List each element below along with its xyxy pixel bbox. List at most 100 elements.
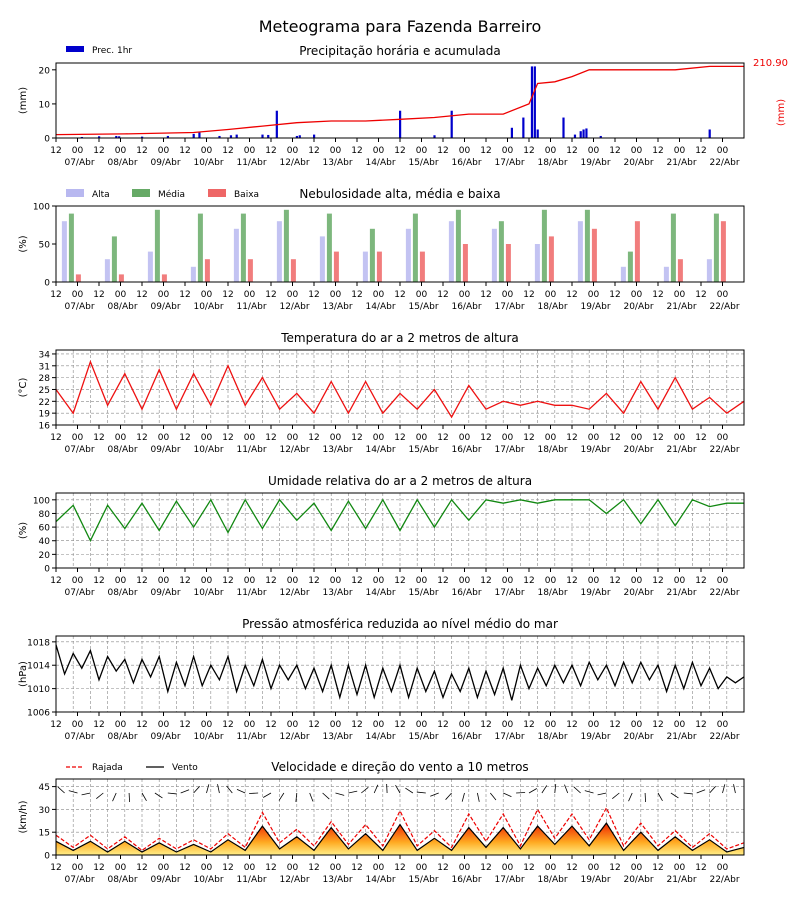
x-tick-label-hour: 00 (201, 720, 213, 730)
x-tick-label-hour: 12 (50, 433, 61, 443)
x-tick-label-hour: 00 (72, 290, 84, 300)
x-tick-label-hour: 12 (308, 863, 319, 873)
x-tick-label-hour: 12 (136, 576, 147, 586)
y-tick-label: 15 (39, 829, 50, 839)
x-tick-label-hour: 12 (394, 433, 405, 443)
x-tick-label-date: 19/Abr (580, 875, 610, 885)
x-tick-label-date: 13/Abr (322, 732, 352, 742)
panel-6: Velocidade e direção do vento a 10 metro… (18, 760, 744, 885)
x-tick-label-date: 16/Abr (451, 588, 481, 598)
y-tick-label: 1014 (27, 662, 50, 672)
x-tick-label-hour: 00 (115, 433, 127, 443)
x-tick-label-hour: 12 (308, 290, 319, 300)
x-tick-label-date: 20/Abr (623, 732, 653, 742)
wind-direction-arrow (723, 784, 725, 793)
cloud-bar (119, 274, 124, 282)
wind-direction-arrow (142, 793, 147, 801)
wind-direction-arrow (155, 793, 163, 798)
x-tick-label-hour: 00 (287, 863, 299, 873)
x-tick-label-hour: 00 (717, 720, 729, 730)
wind-direction-arrow (361, 787, 368, 793)
x-tick-label-date: 21/Abr (666, 302, 696, 312)
x-tick-label-hour: 00 (373, 720, 385, 730)
x-tick-label-date: 16/Abr (451, 302, 481, 312)
cloud-bar (535, 244, 540, 282)
wind-direction-arrow (446, 793, 452, 800)
x-tick-label-hour: 12 (394, 863, 405, 873)
y-tick-label: 20 (39, 551, 51, 561)
x-tick-label-hour: 12 (351, 720, 362, 730)
cloud-bar (277, 221, 282, 282)
cloud-bar (456, 210, 461, 282)
wind-direction-arrow (194, 786, 200, 793)
x-tick-label-hour: 00 (545, 720, 557, 730)
cloud-bar (678, 259, 683, 282)
x-tick-label-hour: 12 (222, 146, 233, 156)
x-tick-label-hour: 12 (351, 290, 362, 300)
x-tick-label-date: 09/Abr (150, 445, 180, 455)
x-tick-label-hour: 12 (222, 720, 233, 730)
x-tick-label-hour: 12 (566, 146, 577, 156)
cloud-bar (234, 229, 239, 282)
y-tick-label: 31 (39, 362, 50, 372)
precip-bar (451, 111, 453, 138)
x-tick-label-hour: 12 (50, 146, 61, 156)
x-tick-label-hour: 12 (179, 863, 190, 873)
x-tick-label-hour: 00 (72, 576, 84, 586)
y-tick-label: 100 (33, 496, 50, 506)
x-tick-label-hour: 00 (416, 863, 428, 873)
x-tick-label-date: 17/Abr (494, 445, 524, 455)
x-tick-label-date: 18/Abr (537, 302, 567, 312)
x-tick-label-hour: 00 (416, 290, 428, 300)
legend-label: Baixa (234, 190, 259, 200)
x-tick-label-hour: 00 (287, 146, 299, 156)
wind-direction-arrow (263, 793, 271, 798)
x-tick-label-hour: 00 (545, 576, 557, 586)
x-tick-label-hour: 12 (609, 290, 620, 300)
x-tick-label-hour: 00 (158, 433, 170, 443)
x-tick-label-hour: 12 (652, 863, 663, 873)
legend-label: Média (158, 189, 185, 200)
wind-direction-arrow (310, 793, 313, 801)
legend-label-wind: Vento (172, 763, 198, 773)
cloud-bar (721, 221, 726, 282)
x-tick-label-hour: 00 (674, 720, 686, 730)
precip-bar (531, 66, 533, 138)
precip-bar (580, 131, 582, 138)
x-tick-label-hour: 12 (179, 146, 190, 156)
cloud-bar (320, 236, 325, 282)
x-tick-label-hour: 12 (265, 720, 276, 730)
x-tick-label-hour: 12 (394, 290, 405, 300)
y2-axis-label: (mm) (776, 99, 787, 126)
legend-label: Alta (92, 190, 110, 200)
x-tick-label-date: 20/Abr (623, 588, 653, 598)
x-tick-label-hour: 12 (652, 720, 663, 730)
x-tick-label-date: 22/Abr (709, 302, 739, 312)
precip-bar (399, 111, 401, 138)
x-tick-label-hour: 00 (72, 720, 84, 730)
x-tick-label-hour: 00 (201, 290, 213, 300)
x-tick-label-date: 13/Abr (322, 158, 352, 168)
x-tick-label-hour: 12 (523, 720, 534, 730)
x-tick-label-hour: 00 (287, 433, 299, 443)
x-tick-label-hour: 00 (674, 863, 686, 873)
cloud-bar (592, 229, 597, 282)
x-tick-label-date: 14/Abr (365, 875, 395, 885)
x-tick-label-hour: 12 (265, 290, 276, 300)
x-tick-label-hour: 00 (373, 146, 385, 156)
x-tick-label-date: 13/Abr (322, 302, 352, 312)
x-tick-label-hour: 12 (652, 576, 663, 586)
x-tick-label-hour: 00 (631, 863, 643, 873)
x-tick-label-hour: 12 (394, 146, 405, 156)
x-tick-label-date: 10/Abr (193, 302, 223, 312)
x-tick-label-hour: 00 (545, 863, 557, 873)
y-tick-label: 45 (39, 783, 50, 793)
panel-1: Precipitação horária e acumulada(mm)0102… (18, 44, 788, 168)
x-tick-label-hour: 00 (588, 433, 600, 443)
x-tick-label-date: 21/Abr (666, 158, 696, 168)
cloud-bar (162, 274, 167, 282)
x-tick-label-date: 07/Abr (64, 445, 94, 455)
x-tick-label-hour: 12 (222, 863, 233, 873)
cloud-bar (198, 214, 203, 282)
